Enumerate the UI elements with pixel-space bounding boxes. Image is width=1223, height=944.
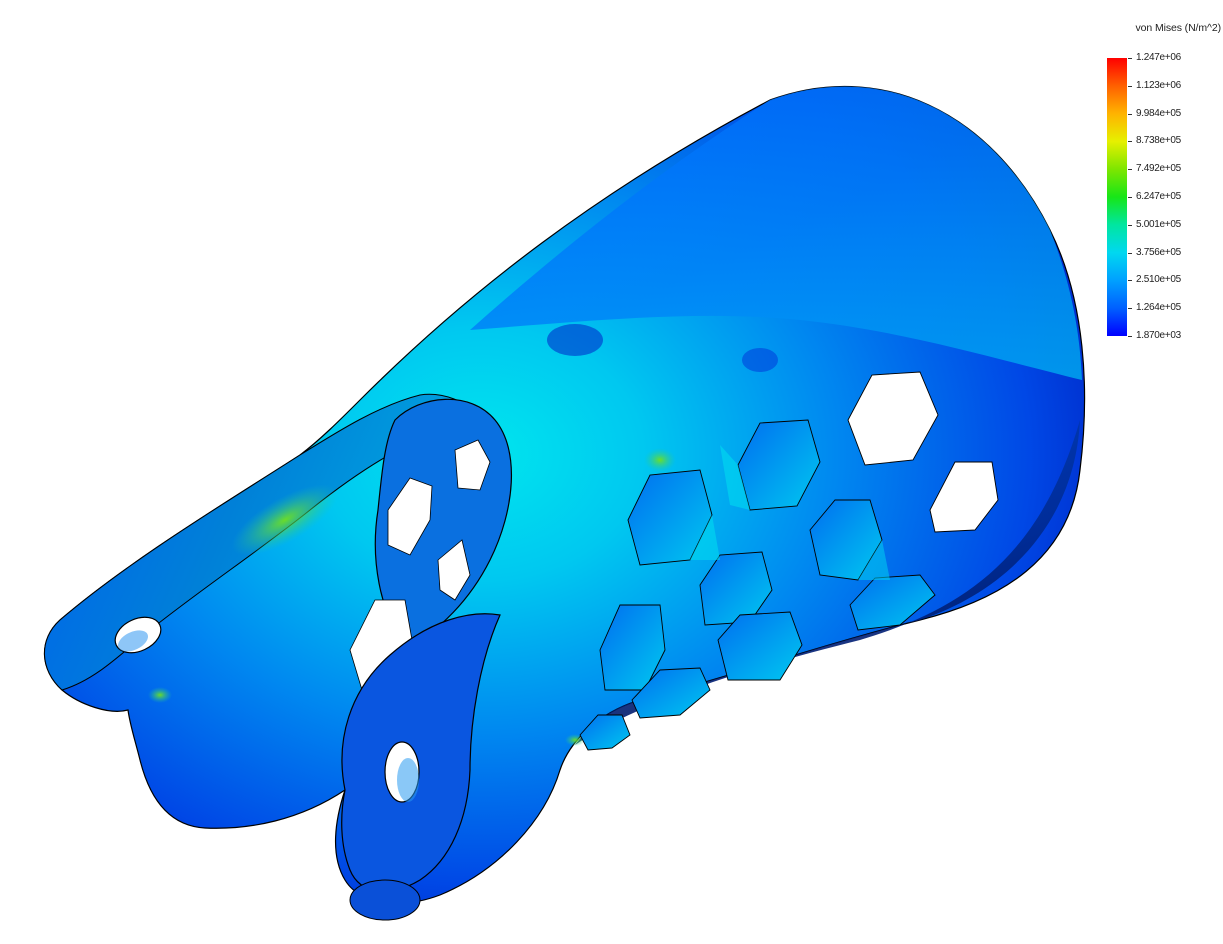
stress-hotspot-left-flap <box>231 484 339 556</box>
legend-tick-mark <box>1128 113 1132 115</box>
stress-legend: von Mises (N/m^2) 1.247e+06 1.123e+06 9.98… <box>1097 22 1221 352</box>
low-stress-patch-right <box>742 348 778 372</box>
hex-through-highlights <box>690 445 890 580</box>
legend-color-bar <box>1107 58 1127 336</box>
bottom-knob <box>349 879 421 921</box>
low-stress-patch-top <box>547 324 603 356</box>
legend-tick-mark <box>1128 280 1132 282</box>
underside-shadow <box>575 420 1080 745</box>
legend-tick-label: 1.870e+03 <box>1136 330 1181 341</box>
legend-tick-label: 1.247e+06 <box>1136 52 1181 63</box>
stress-hotspot-center <box>644 448 676 472</box>
legend-tick-label: 1.123e+06 <box>1136 79 1181 91</box>
stress-hotspot-bottom <box>565 734 585 746</box>
legend-tick-label: 6.247e+05 <box>1136 191 1181 202</box>
stress-hotspot-flap-edge <box>148 687 172 703</box>
sleeve-hex-cutouts <box>579 371 999 751</box>
legend-tick-label: 5.001e+05 <box>1136 218 1181 230</box>
legend-tick-mark <box>1128 169 1132 171</box>
legend-tick-label: 7.492e+05 <box>1136 163 1181 175</box>
legend-title: von Mises (N/m^2) <box>1135 22 1222 34</box>
legend-tick-label: 1.264e+05 <box>1136 302 1181 314</box>
legend-tick-mark <box>1128 336 1132 337</box>
legend-tick-label: 9.984e+05 <box>1136 107 1181 119</box>
right-flap <box>341 613 501 893</box>
legend-tick-label: 2.510e+05 <box>1136 274 1181 286</box>
legend-tick-mark <box>1128 224 1132 226</box>
legend-tick-mark <box>1128 252 1132 254</box>
legend-tick-mark <box>1128 197 1132 198</box>
legend-tick-label: 3.756e+05 <box>1136 246 1181 258</box>
legend-tick-label: 8.738e+05 <box>1136 135 1181 147</box>
legend-tick-mark <box>1128 85 1132 87</box>
top-surface <box>470 86 1082 380</box>
legend-tick-mark <box>1128 141 1132 143</box>
legend-tick-mark <box>1128 308 1132 310</box>
legend-tick-mark <box>1128 58 1132 59</box>
